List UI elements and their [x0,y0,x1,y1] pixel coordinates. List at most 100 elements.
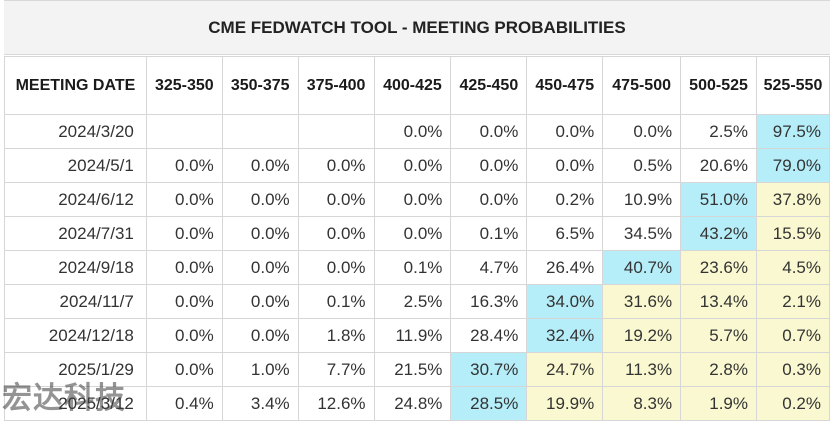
probability-cell: 0.0% [450,114,528,149]
probability-cell: 0.0% [297,182,375,217]
table-row: 2024/3/20 0.0% 0.0% 0.0% 0.0% 2.5% 97.5% [4,114,830,149]
column-header: 475-500 [602,56,682,115]
probability-cell: 0.0% [450,148,528,183]
probability-cell: 34.5% [602,216,682,251]
probability-cell: 2.5% [373,284,452,319]
probability-cell: 79.0% [755,148,830,183]
column-header: 400-425 [373,56,452,115]
probability-cell: 34.0% [526,284,604,319]
meeting-date-cell: 2024/12/18 [4,318,147,353]
column-header: 525-550 [755,56,830,115]
probability-cell: 4.5% [755,250,830,285]
probability-cell: 2.8% [680,352,757,387]
table-row: 2025/1/29 0.0% 1.0% 7.7% 21.5% 30.7% 24.7% 11.3… [4,352,830,387]
probability-cell: 1.8% [297,318,375,353]
probability-cell: 11.9% [373,318,452,353]
probability-cell: 3.4% [221,386,299,421]
probability-cell: 8.3% [602,386,682,421]
probability-cell: 0.3% [755,352,830,387]
probability-cell: 0.1% [297,284,375,319]
probability-cell: 28.5% [450,386,528,421]
probability-cell: 2.5% [680,114,757,149]
probability-cell: 0.0% [373,182,452,217]
panel-title: CME FEDWATCH TOOL - MEETING PROBABILITIE… [4,0,830,55]
table-row: 2024/11/7 0.0% 0.0% 0.1% 2.5% 16.3% 34.0% 31.6%… [4,284,830,319]
probability-cell: 7.7% [297,352,375,387]
probability-cell: 4.7% [450,250,528,285]
probability-cell: 6.5% [526,216,604,251]
probability-cell: 19.9% [526,386,604,421]
probability-cell: 0.0% [297,148,375,183]
table-row: 2024/6/12 0.0% 0.0% 0.0% 0.0% 0.0% 0.2% 10.9% 51… [4,182,830,217]
probability-cell: 0.0% [526,148,604,183]
table-row: 2024/7/31 0.0% 0.0% 0.0% 0.0% 0.1% 6.5% 34.5% 43… [4,216,830,251]
probability-cell: 30.7% [450,352,528,387]
probability-cell: 0.0% [297,250,375,285]
probability-cell: 26.4% [526,250,604,285]
table-row: 2024/5/1 0.0% 0.0% 0.0% 0.0% 0.0% 0.0% 0.5% 20.6… [4,148,830,183]
probability-cell: 0.0% [602,114,682,149]
probability-cell: 0.0% [221,318,299,353]
probability-cell: 0.7% [755,318,830,353]
column-header: 350-375 [221,56,299,115]
probability-cell: 43.2% [680,216,757,251]
probability-cell: 0.0% [297,216,375,251]
column-header: 500-525 [680,56,757,115]
probability-cell: 0.0% [526,114,604,149]
probability-cell: 32.4% [526,318,604,353]
probability-cell: 5.7% [680,318,757,353]
probability-cell [145,114,223,149]
probability-cell: 0.0% [221,148,299,183]
meeting-date-cell: 2024/7/31 [4,216,147,251]
meeting-date-cell: 2024/6/12 [4,182,147,217]
meeting-date-cell: 2024/9/18 [4,250,147,285]
probability-cell: 0.0% [373,114,452,149]
probability-cell: 19.2% [602,318,682,353]
probability-cell: 24.8% [373,386,452,421]
probability-cell: 24.7% [526,352,604,387]
meeting-date-cell: 2024/3/20 [4,114,147,149]
probability-cell: 1.0% [221,352,299,387]
table-row: 2024/12/18 0.0% 0.0% 1.8% 11.9% 28.4% 32.4% 19.… [4,318,830,353]
probability-cell: 0.0% [145,352,223,387]
probability-cell: 0.0% [145,284,223,319]
probability-cell: 16.3% [450,284,528,319]
probability-cell: 12.6% [297,386,375,421]
probability-cell: 0.4% [145,386,223,421]
probability-cell: 2.1% [755,284,830,319]
probability-cell: 1.9% [680,386,757,421]
probability-cell: 0.0% [145,182,223,217]
column-header: 425-450 [450,56,528,115]
probability-cell: 20.6% [680,148,757,183]
meeting-date-cell: 2025/3/12 [4,386,147,421]
probability-cell: 0.0% [221,250,299,285]
probability-cell: 0.0% [145,250,223,285]
probability-cell: 10.9% [602,182,682,217]
meeting-date-cell: 2024/11/7 [4,284,147,319]
probability-cell: 97.5% [755,114,830,149]
probability-cell: 0.0% [373,216,452,251]
meeting-date-cell: 2024/5/1 [4,148,147,183]
probability-table: MEETING DATE 325-350 350-375 375-400 400… [4,56,830,421]
probability-cell: 0.0% [145,216,223,251]
column-header: 375-400 [297,56,375,115]
probability-cell: 40.7% [602,250,682,285]
table-row: 2024/9/18 0.0% 0.0% 0.0% 0.1% 4.7% 26.4% 40.7% 2… [4,250,830,285]
probability-cell [297,114,375,149]
column-header: 325-350 [145,56,223,115]
probability-cell: 37.8% [755,182,830,217]
probability-cell: 0.0% [450,182,528,217]
probability-cell: 0.0% [221,284,299,319]
column-header: MEETING DATE [4,56,147,115]
probability-cell: 51.0% [680,182,757,217]
probability-cell: 0.0% [221,182,299,217]
column-header: 450-475 [526,56,604,115]
header-row: MEETING DATE 325-350 350-375 375-400 400… [4,56,830,115]
table-row: 2025/3/12 0.4% 3.4% 12.6% 24.8% 28.5% 19.9% 8.3… [4,386,830,421]
probability-cell: 0.0% [145,148,223,183]
probability-cell: 21.5% [373,352,452,387]
probability-cell: 28.4% [450,318,528,353]
probability-cell: 11.3% [602,352,682,387]
probability-cell: 0.2% [526,182,604,217]
